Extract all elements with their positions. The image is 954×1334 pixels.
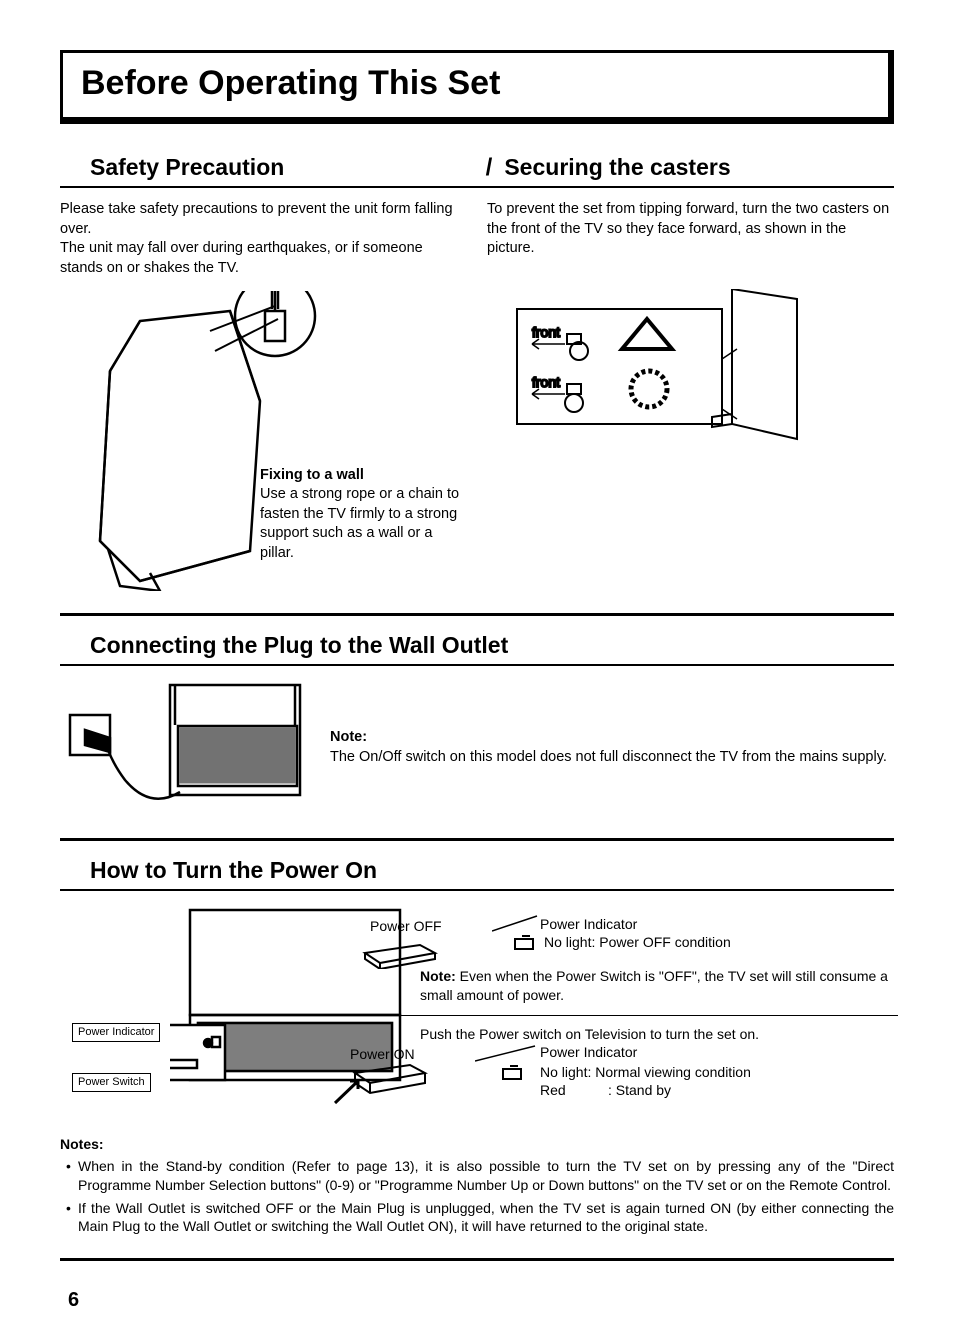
note-1: When in the Stand-by condition (Refer to… (66, 1157, 894, 1195)
power-off-label: Power OFF (370, 917, 442, 936)
power-indicator-on-label: Power Indicator (540, 1043, 637, 1062)
svg-text:front: front (532, 324, 560, 340)
fixing-text: Fixing to a wall Use a strong rope or a … (260, 466, 470, 564)
top-two-columns: Please take safety precautions to preven… (60, 200, 894, 590)
heading-divider: / (480, 152, 499, 186)
plug-row: Note: The On/Off switch on this model do… (60, 680, 894, 816)
safety-para2: The unit may fall over during earthquake… (60, 239, 467, 278)
rule-2 (60, 838, 894, 841)
power-note-label: Note: (420, 968, 456, 984)
safety-heading: Safety Precaution (90, 152, 480, 186)
indicator-on-2: Red: Stand by (540, 1081, 800, 1100)
power-indicator-off-label: Power Indicator (540, 915, 637, 934)
note-2: If the Wall Outlet is switched OFF or th… (66, 1199, 894, 1237)
plug-note-label: Note: (330, 728, 894, 748)
plug-svg (60, 680, 310, 810)
leader-2 (475, 1043, 545, 1063)
power-note-body: Even when the Power Switch is "OFF", the… (420, 968, 888, 1003)
notes-title: Notes: (60, 1135, 894, 1154)
plug-note-body: The On/Off switch on this model does not… (330, 748, 894, 768)
indicator-on-1: No light: Normal viewing condition (540, 1063, 751, 1082)
indicator-off-text: No light: Power OFF condition (544, 933, 731, 952)
svg-text:front: front (532, 374, 560, 390)
power-inline-note: Note: Even when the Power Switch is "OFF… (420, 967, 890, 1005)
leader-1 (492, 913, 542, 933)
led-off-icon (512, 933, 542, 953)
indicator-standby: : Stand by (608, 1082, 671, 1098)
page-title: Before Operating This Set (81, 61, 870, 107)
indicator-red: Red (540, 1081, 608, 1100)
power-switch-tag: Power Switch (72, 1073, 151, 1092)
casters-heading: Securing the casters (504, 152, 894, 186)
casters-illustration: front front (487, 289, 894, 449)
casters-body: To prevent the set from tipping forward,… (487, 200, 894, 259)
page-title-box: Before Operating This Set (60, 50, 894, 124)
casters-svg: front front (487, 289, 807, 449)
page-number: 6 (60, 1287, 894, 1314)
power-mid-rule (310, 1015, 898, 1017)
safety-para1: Please take safety precautions to preven… (60, 200, 467, 239)
dual-heading-row: Safety Precaution / Securing the casters (60, 152, 894, 188)
rule-1 (60, 613, 894, 616)
plug-heading: Connecting the Plug to the Wall Outlet (90, 630, 894, 664)
fixing-title: Fixing to a wall (260, 466, 470, 486)
power-indicator-tag: Power Indicator (72, 1023, 160, 1042)
plug-heading-wrap: Connecting the Plug to the Wall Outlet (60, 630, 894, 666)
power-on-label: Power ON (350, 1045, 415, 1064)
fixing-body: Use a strong rope or a chain to fasten t… (260, 485, 470, 563)
safety-illustration: Fixing to a wall Use a strong rope or a … (60, 291, 467, 591)
notes-list: When in the Stand-by condition (Refer to… (60, 1157, 894, 1237)
power-heading: How to Turn the Power On (90, 855, 894, 889)
casters-column: To prevent the set from tipping forward,… (487, 200, 894, 590)
push-text: Push the Power switch on Television to t… (420, 1025, 900, 1044)
switch-off-icon (360, 935, 440, 969)
led-on-icon (500, 1063, 530, 1083)
rule-bottom (60, 1258, 894, 1261)
switch-on-icon (330, 1063, 430, 1107)
plug-illustration (60, 680, 310, 816)
power-heading-wrap: How to Turn the Power On (60, 855, 894, 891)
plug-note: Note: The On/Off switch on this model do… (330, 728, 894, 767)
safety-column: Please take safety precautions to preven… (60, 200, 467, 590)
power-diagram: Power Indicator Power Switch Power OFF P… (60, 905, 894, 1125)
power-notes: Notes: When in the Stand-by condition (R… (60, 1135, 894, 1236)
